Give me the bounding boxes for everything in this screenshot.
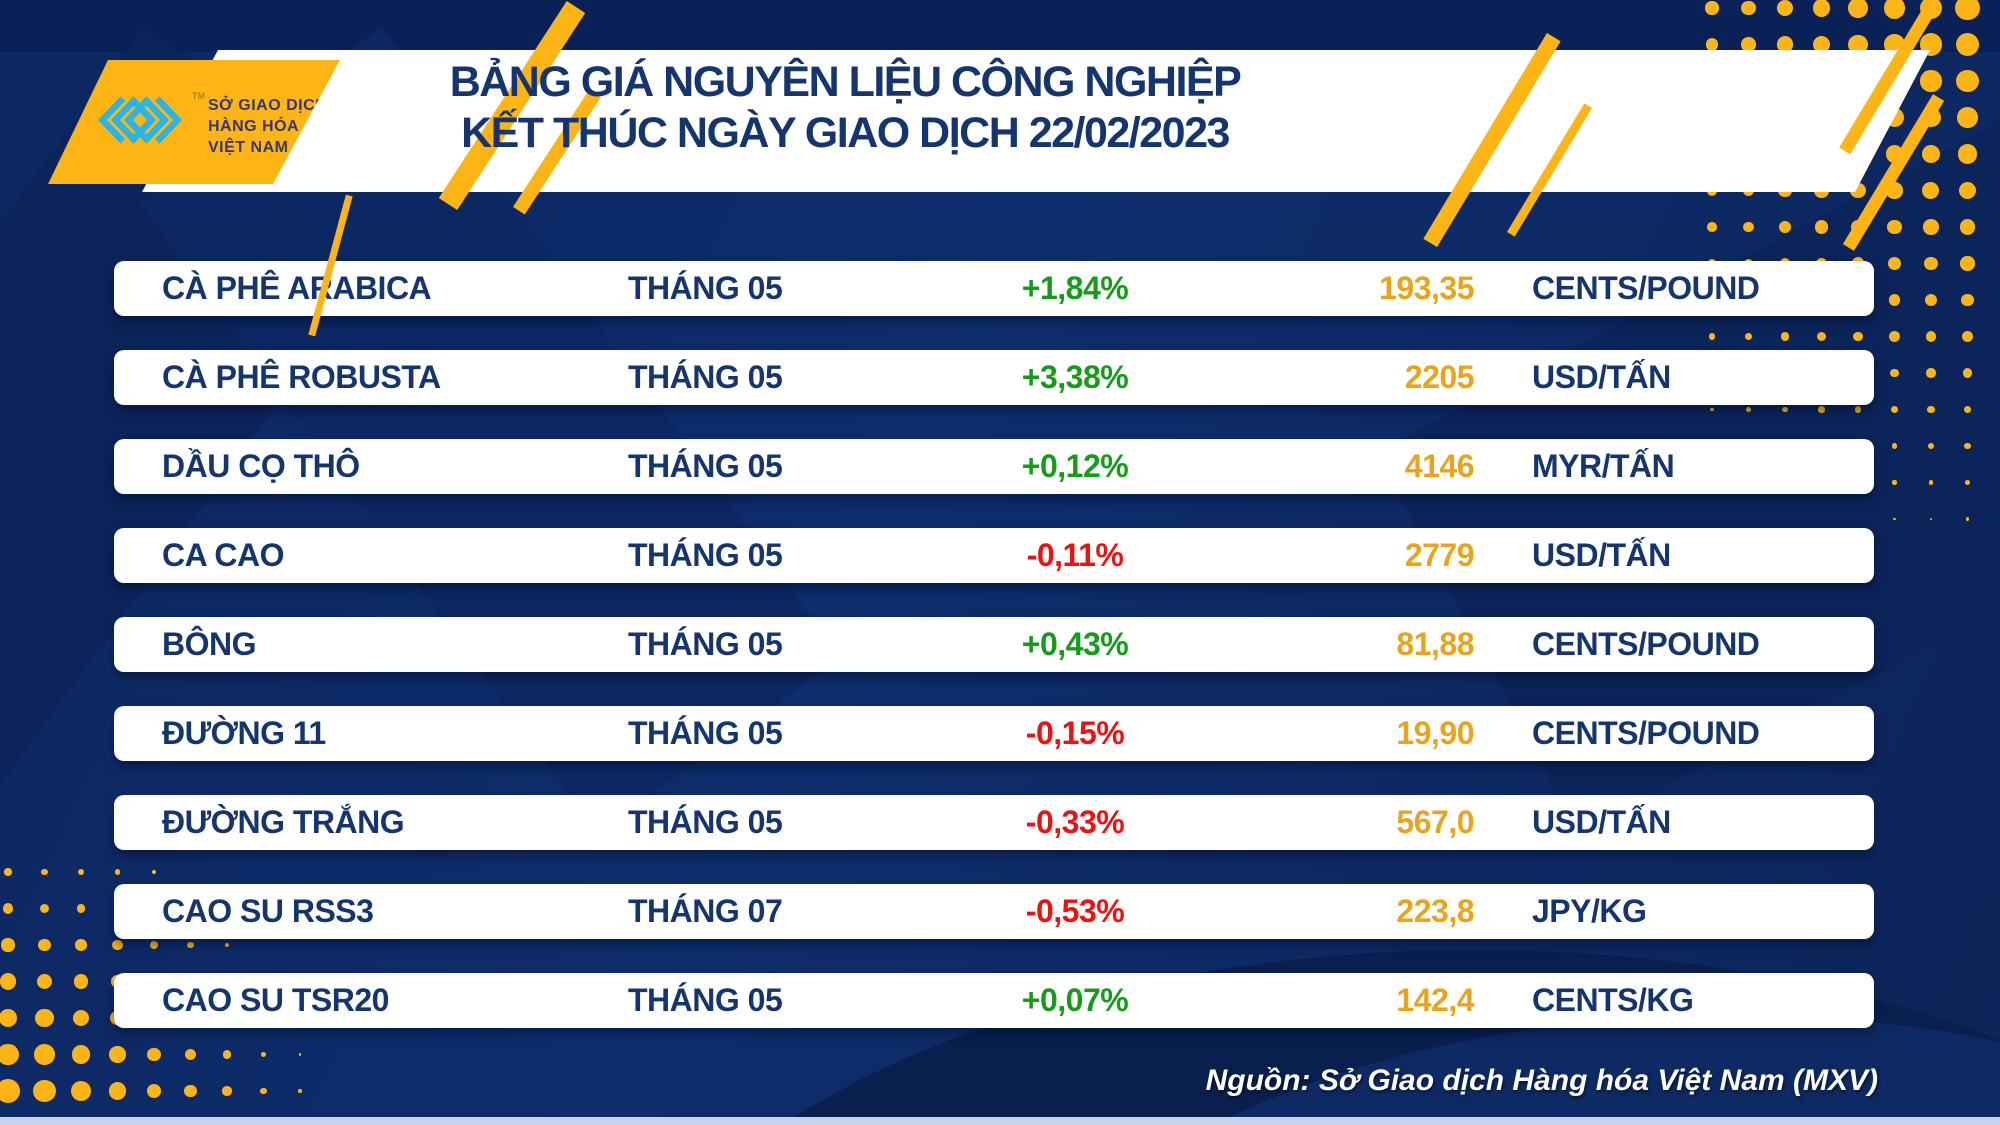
change-percent: +0,12% [1021,448,1129,484]
price-value: 2779 [1404,537,1475,573]
contract-month: THÁNG 05 [628,804,783,840]
logo-wordmark-line: HÀNG HÓA [208,118,300,135]
change-percent: +0,07% [1021,982,1129,1018]
commodity-name: CAO SU TSR20 [162,982,389,1018]
price-unit: USD/TẤN [1532,804,1671,840]
change-percent: +0,43% [1021,626,1129,662]
table-row: BÔNG THÁNG 05 +0,43% 81,88 CENTS/POUND [114,617,1874,672]
price-unit: USD/TẤN [1532,359,1671,395]
change-percent: +1,84% [1021,270,1129,306]
price-unit: CENTS/POUND [1532,626,1760,662]
title-line-2: KẾT THÚC NGÀY GIAO DỊCH 22/02/2023 [461,109,1230,157]
commodity-name: ĐƯỜNG TRẮNG [162,804,405,840]
contract-month: THÁNG 05 [628,715,783,751]
change-percent: -0,11% [1026,537,1124,573]
commodity-name: ĐƯỜNG 11 [162,715,326,751]
top-navy-strip [0,0,2000,52]
table-row: ĐƯỜNG 11 THÁNG 05 -0,15% 19,90 CENTS/POU… [114,706,1874,761]
commodity-name: CÀ PHÊ ARABICA [162,270,432,306]
table-row: CAO SU TSR20 THÁNG 05 +0,07% 142,4 CENTS… [114,973,1874,1028]
source-caption: Nguồn: Sở Giao dịch Hàng hóa Việt Nam (M… [1205,1064,1878,1097]
price-value: 567,0 [1396,804,1474,840]
logo-wordmark-line: VIỆT NAM [208,139,289,156]
price-value: 19,90 [1396,715,1474,751]
commodity-name: CA CAO [162,537,285,573]
trademark-symbol: TM [192,91,205,101]
table-row: CÀ PHÊ ROBUSTA THÁNG 05 +3,38% 2205 USD/… [114,350,1874,405]
table-row: ĐƯỜNG TRẮNG THÁNG 05 -0,33% 567,0 USD/TẤ… [114,795,1874,850]
change-percent: -0,33% [1025,804,1125,840]
mxv-logo-icon [97,96,183,144]
price-unit: JPY/KG [1532,893,1647,929]
price-value: 193,35 [1379,270,1474,306]
price-value: 142,4 [1396,982,1474,1018]
price-value: 4146 [1404,448,1475,484]
table-row: CA CAO THÁNG 05 -0,11% 2779 USD/TẤN [114,528,1874,583]
price-unit: MYR/TẤN [1532,448,1675,484]
contract-month: THÁNG 05 [628,626,783,662]
contract-month: THÁNG 05 [628,537,783,573]
price-unit: USD/TẤN [1532,537,1671,573]
contract-month: THÁNG 05 [628,270,783,306]
price-value: 223,8 [1396,893,1474,929]
contract-month: THÁNG 05 [628,982,783,1018]
title-line-1: BẢNG GIÁ NGUYÊN LIỆU CÔNG NGHIỆP [449,58,1242,106]
price-unit: CENTS/POUND [1532,715,1760,751]
logo-wordmark: SỞ GIAO DỊCH HÀNG HÓA VIỆT NAM [208,95,327,158]
price-value: 81,88 [1396,626,1474,662]
change-percent: -0,15% [1025,715,1125,751]
commodity-name: DẦU CỌ THÔ [162,448,360,484]
contract-month: THÁNG 05 [628,448,783,484]
title-banner [142,50,1930,192]
commodity-name: CÀ PHÊ ROBUSTA [162,359,441,395]
change-percent: +3,38% [1021,359,1129,395]
contract-month: THÁNG 05 [628,359,783,395]
commodity-name: CAO SU RSS3 [162,893,374,929]
page-title: BẢNG GIÁ NGUYÊN LIỆU CÔNG NGHIỆP KẾT THÚ… [0,57,1690,159]
logo-wordmark-line: SỞ GIAO DỊCH [208,97,328,114]
bottom-edge-strip [0,1117,2000,1125]
price-unit: CENTS/KG [1532,982,1694,1018]
price-value: 2205 [1404,359,1475,395]
table-row: CÀ PHÊ ARABICA THÁNG 05 +1,84% 193,35 CE… [114,261,1874,316]
commodity-name: BÔNG [162,626,257,662]
table-row: DẦU CỌ THÔ THÁNG 05 +0,12% 4146 MYR/TẤN [114,439,1874,494]
price-unit: CENTS/POUND [1532,270,1760,306]
table-row: CAO SU RSS3 THÁNG 07 -0,53% 223,8 JPY/KG [114,884,1874,939]
change-percent: -0,53% [1025,893,1125,929]
contract-month: THÁNG 07 [628,893,783,929]
